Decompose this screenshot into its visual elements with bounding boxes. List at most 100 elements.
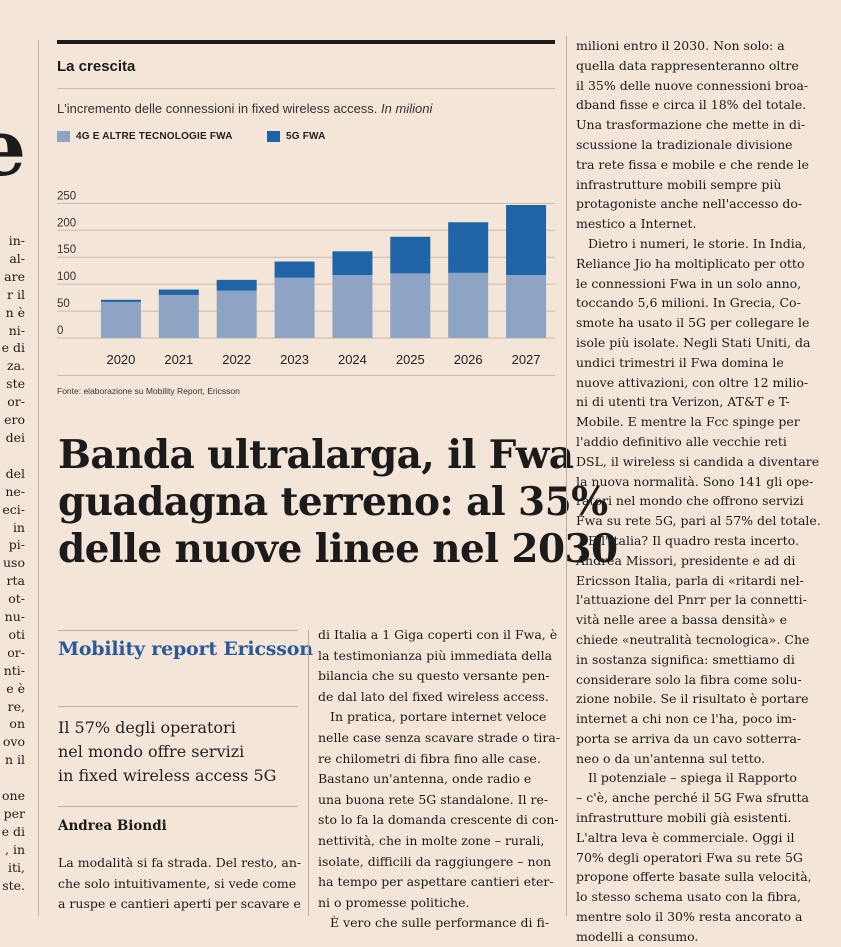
text-line: infrastrutture mobili già esistenti.	[576, 810, 792, 826]
text-line: la nuova normalità. Sono 141 gli ope-	[576, 473, 814, 489]
text-line: Una trasformazione che mette in di-	[576, 117, 806, 133]
text-line: tra rete fissa e mobile e che rende le	[576, 156, 809, 172]
chart-subtitle: L'incremento delle connessioni in fixed …	[57, 101, 432, 116]
text-line: isolate, difficili da raggiungere – non	[318, 853, 552, 869]
y-tick-label: 200	[57, 217, 76, 229]
text-line: a ruspe e cantieri aperti per scavare e	[58, 896, 301, 911]
left-text-line	[2, 447, 25, 465]
bar-4g-2021	[158, 294, 199, 338]
text-line: ni di utenti tra Verizon, AT&T e T-	[576, 394, 790, 410]
headline: Banda ultralarga, il Fwa guadagna terren…	[58, 432, 618, 573]
y-tick-label: 50	[57, 298, 70, 310]
bar-4g-2025	[390, 273, 431, 338]
bar-4g-2023	[274, 277, 315, 338]
y-tick-label: 0	[57, 325, 63, 337]
text-line: Fwa su rete 5G, pari al 57% del totale.	[576, 513, 821, 529]
left-text-line: ste.	[2, 877, 25, 893]
text-line: l'attuazione del Pnrr per la connetti-	[576, 592, 807, 608]
text-line: nelle case senza scavare strade o tira-	[318, 729, 561, 745]
left-text-line: iti,	[8, 859, 25, 875]
text-line: considerare solo la fibra come solu-	[576, 671, 802, 687]
right-column: milioni entro il 2030. Non solo: a quella…	[576, 36, 826, 947]
text-line: zione nobile. Se il risultato è portare	[576, 691, 809, 707]
left-text-line: za.	[6, 358, 25, 374]
text-line: Reliance Jio ha moltiplicato per otto	[576, 255, 805, 271]
left-text-line: del	[5, 465, 25, 481]
text-line: porta se arriva da un cavo sotterra-	[576, 730, 802, 746]
left-text-line: in-	[8, 233, 25, 248]
text-line: vità nelle aree a bassa densità» e	[576, 612, 788, 628]
text-line: le connessioni Fwa in un solo anno,	[576, 275, 802, 291]
text-line: quella data rappresenteranno oltre	[576, 57, 799, 73]
left-text-line: ot-	[8, 591, 25, 607]
left-text-line: e di	[1, 340, 25, 356]
left-text-line: or-	[7, 644, 25, 660]
x-tick-label: 2020	[106, 352, 135, 367]
text-line: toccando 5,6 milioni. In Grecia, Co-	[576, 295, 801, 311]
left-big-letter: e	[0, 103, 26, 194]
left-text-line: rta	[6, 573, 25, 589]
left-text-line: one	[2, 788, 25, 804]
text-line: re chilometri di fibra fino alle case.	[318, 750, 541, 766]
author-byline: Andrea Biondi	[58, 818, 167, 834]
bar-4g-2026	[448, 272, 489, 338]
text-line: che solo intuitivamente, si vede come	[58, 875, 297, 891]
left-column-fragment: e in-al-are r il n è ni-e di za. ste or-ero dei…	[0, 0, 26, 916]
kicker-top-rule	[58, 630, 298, 631]
text-line: sto lo fa la domanda crescente di con-	[318, 812, 559, 828]
y-tick-label: 100	[57, 271, 76, 283]
text-line: de dal lato del fixed wireless access.	[318, 688, 549, 704]
chart-source: Fonte: elaborazione su Mobility Report, …	[57, 386, 240, 396]
text-line: isole più isolate. Negli Stati Uniti, da	[576, 334, 811, 350]
x-tick-label: 2021	[164, 352, 193, 367]
middle-column-divider	[308, 630, 309, 916]
text-line: In pratica, portare internet veloce	[330, 709, 547, 725]
author-rule	[58, 806, 298, 807]
legend-label-5g: 5G FWA	[286, 131, 326, 142]
text-line: Dietro i numeri, le storie. In India,	[588, 235, 807, 251]
bar-chart: 0 50 100 150 200 250 2020 2021 2022 2023 2024 2025 2…	[57, 190, 555, 367]
summary-line: in fixed wireless access 5G	[58, 766, 277, 785]
x-tick-label: 2025	[396, 352, 425, 367]
headline-line: Banda ultralarga, il Fwa	[58, 432, 574, 478]
bar-5g-2023	[274, 261, 315, 278]
left-text-line: re,	[7, 698, 25, 714]
headline-line: guadagna terreno: al 35%	[58, 479, 608, 525]
x-tick-label: 2026	[454, 352, 483, 367]
text-line: smote ha usato il 5G per collegare le	[576, 315, 810, 331]
chart-box: La crescita L'incremento delle connessio…	[57, 40, 555, 408]
text-line: lo stesso schema usato con la fibra,	[576, 889, 801, 905]
legend-swatch-5g	[267, 131, 280, 142]
text-line: undici trimestri il Fwa domina le	[576, 354, 784, 370]
left-text-line: are	[4, 268, 25, 284]
text-line: È vero che sulle performance di fi-	[330, 915, 550, 931]
text-line: Ericsson Italia, parla di «ritardi nel-	[576, 572, 804, 588]
text-line: nuove attivazioni, con oltre 12 milio-	[576, 374, 809, 390]
legend-swatch-4g	[57, 131, 70, 142]
text-line: – c'è, anche perché il 5G Fwa sfrutta	[576, 790, 809, 806]
text-line: mestico a Internet.	[576, 216, 697, 232]
x-tick-label: 2027	[512, 352, 541, 367]
text-line: modelli a consumo.	[576, 928, 699, 944]
left-text-line: n è	[5, 304, 25, 320]
legend-item-5g: 5G FWA	[267, 131, 326, 142]
bar-5g-2022	[216, 279, 257, 291]
left-text-line: or-	[7, 394, 25, 410]
legend-item-4g: 4G E ALTRE TECNOLOGIE FWA	[57, 131, 233, 142]
text-line: ratori nel mondo che offrono servizi	[576, 493, 804, 509]
left-text-line: dei	[5, 429, 25, 445]
text-line: in sostanza significa: smettiamo di	[576, 651, 795, 667]
left-column-text: in-al-are r il n è ni-e di za. ste or-ero dei d…	[2, 232, 25, 895]
text-line: chiede «neutralità tecnologica». Che	[576, 631, 810, 647]
bar-4g-2022	[216, 290, 257, 338]
text-line: milioni entro il 2030. Non solo: a	[576, 38, 785, 53]
text-line: di Italia a 1 Giga coperti con il Fwa, è	[318, 627, 558, 642]
left-text-line: in	[12, 519, 25, 535]
left-text-line: r il	[7, 286, 25, 302]
summary: Il 57% degli operatori nel mondo offre s…	[58, 716, 276, 788]
y-tick-label: 150	[57, 244, 76, 256]
left-text-line: nti-	[3, 662, 25, 678]
text-line: l'addio definitivo alle vecchie reti	[576, 433, 787, 449]
x-tick-label: 2023	[280, 352, 309, 367]
text-line: una buona rete 5G standalone. Il re-	[318, 791, 549, 807]
